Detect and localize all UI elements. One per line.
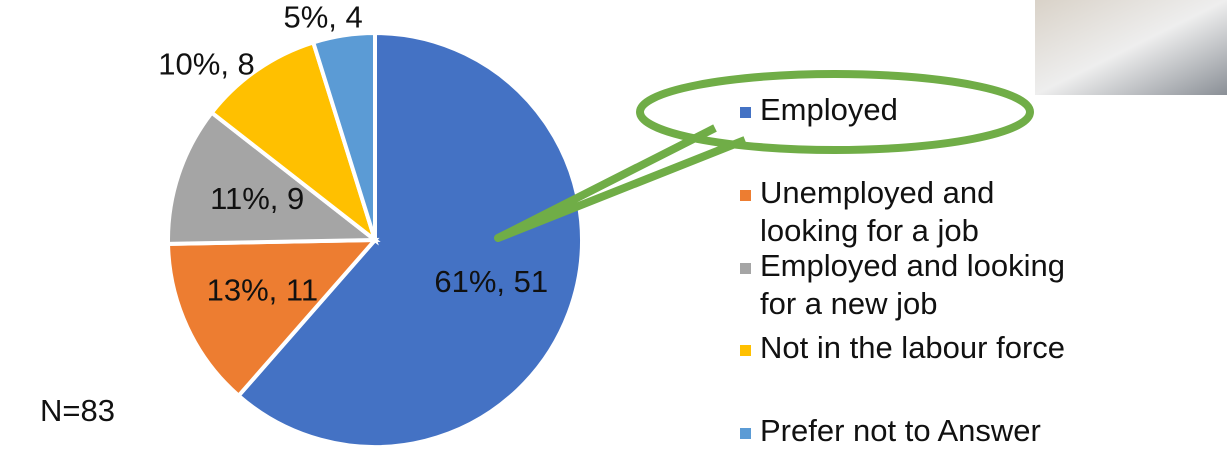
legend-label: Not in the labour force	[760, 330, 1065, 365]
pie: 61%, 51 13%, 11 11%, 9 10%, 8 5%, 4	[158, 0, 584, 449]
data-label: 11%, 9	[210, 181, 304, 216]
legend: Employed Unemployed and looking for a job…	[740, 92, 1074, 448]
data-label: 10%, 8	[158, 47, 255, 82]
legend-marker	[740, 107, 751, 118]
slice	[166, 109, 381, 246]
data-label: 13%, 11	[207, 273, 318, 308]
data-label: 5%, 4	[284, 0, 363, 34]
data-label: 61%, 51	[434, 264, 548, 299]
callout	[494, 70, 1034, 242]
legend-marker	[740, 190, 751, 201]
legend-label: Employed and looking for a new job	[760, 248, 1074, 321]
slice	[165, 237, 380, 399]
legend-marker	[740, 345, 751, 356]
legend-marker	[740, 428, 751, 439]
legend-label: Employed	[760, 92, 898, 127]
slice	[235, 30, 584, 449]
slice	[208, 39, 379, 246]
annotation: N=83	[40, 393, 115, 428]
legend-label: Prefer not to Answer	[760, 413, 1041, 448]
photo	[1035, 0, 1227, 95]
slice	[310, 30, 377, 241]
legend-label: Unemployed and looking for a job	[760, 175, 1003, 248]
legend-marker	[740, 263, 751, 274]
